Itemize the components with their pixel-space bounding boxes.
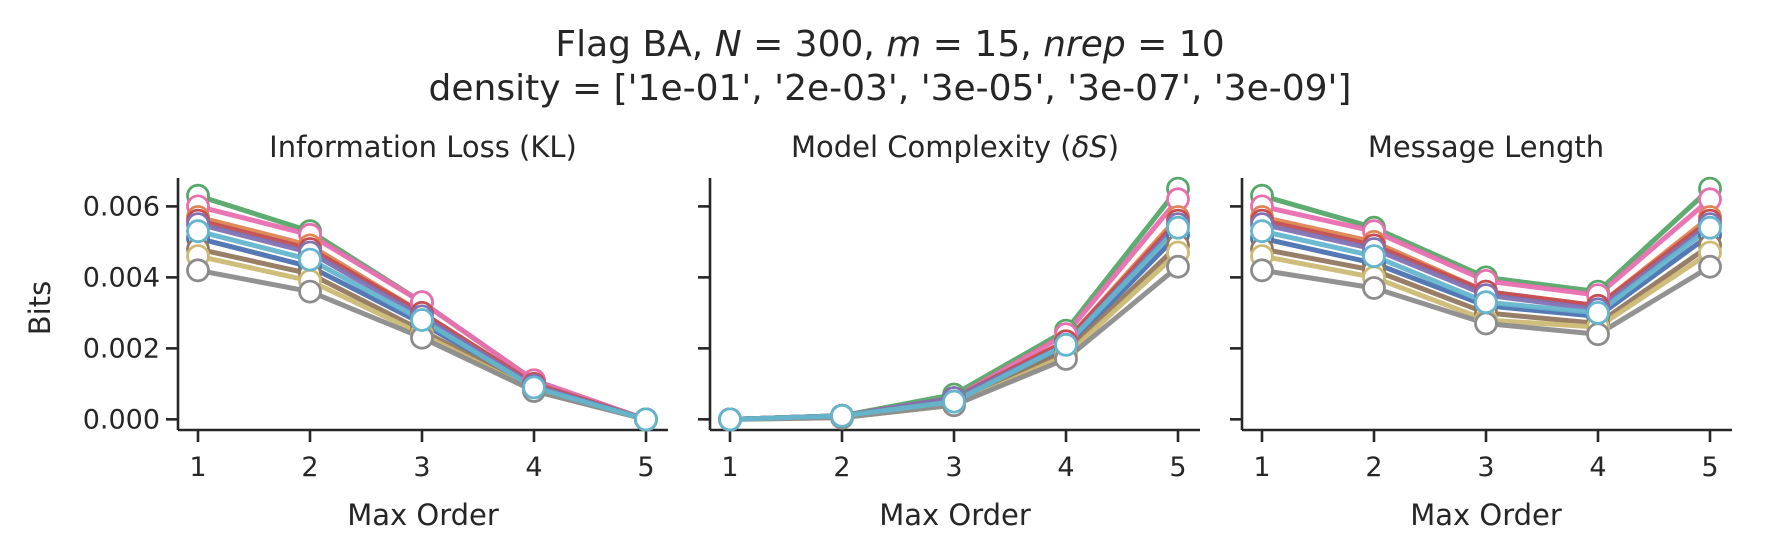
title-m-value: = 15, — [921, 24, 1043, 65]
figure-subtitle: density = ['1e-01', '2e-03', '3e-05', '3… — [429, 68, 1352, 109]
y-axis-label: Bits — [23, 281, 57, 335]
series-10-point — [830, 403, 854, 428]
panel-3-title: Message Length — [1368, 130, 1604, 164]
panel-2-title: Model Complexity (δS) — [791, 130, 1119, 164]
series-9-point — [1250, 258, 1274, 283]
series-9-point — [186, 258, 210, 283]
series-10-point — [1586, 300, 1610, 325]
series-9-point — [1474, 311, 1498, 336]
title-n-symbol: N — [715, 24, 742, 65]
title-prefix: Flag BA, — [555, 24, 714, 65]
x-tick-label: 2 — [1365, 452, 1382, 483]
x-tick-label: 2 — [833, 452, 850, 483]
series-10-point — [1698, 215, 1722, 240]
panel-1-x-axis-label: Max Order — [347, 498, 499, 532]
title-m-symbol: m — [886, 24, 921, 65]
title-n-value: = 300, — [742, 24, 887, 65]
panel-1: 0.000 0.002 0.004 0.006 1 2 3 4 5 — [83, 178, 668, 483]
series-9-point — [1166, 254, 1190, 279]
series-10-point — [942, 389, 966, 414]
series-9-point — [1586, 322, 1610, 347]
series-10-point — [1474, 290, 1498, 315]
series-10-point — [1250, 219, 1274, 244]
series-9-point — [298, 279, 322, 304]
x-tick-label: 4 — [525, 452, 542, 483]
x-tick-label: 1 — [721, 452, 738, 483]
plot-panels: 0.000 0.002 0.004 0.006 1 2 3 4 5 1 2 3 4 5 1 2 3 4 5 — [83, 176, 1732, 483]
panel-2-x-axis-label: Max Order — [879, 498, 1031, 532]
panel-1-title: Information Loss (KL) — [269, 130, 577, 164]
series-10-point — [1166, 215, 1190, 240]
title-nrep-symbol: nrep — [1043, 24, 1126, 65]
y-tick-label: 0.002 — [83, 333, 160, 364]
series-10-point — [634, 407, 658, 432]
x-tick-label: 3 — [1477, 452, 1494, 483]
y-tick-label: 0.006 — [83, 191, 160, 222]
x-tick-label: 4 — [1589, 452, 1606, 483]
figure-title: Flag BA, N = 300, m = 15, nrep = 10 — [555, 24, 1224, 65]
panel-3: 1 2 3 4 5 — [1230, 176, 1732, 483]
x-tick-label: 5 — [1701, 452, 1718, 483]
y-tick-label: 0.000 — [83, 404, 160, 435]
series-10-point — [1362, 244, 1386, 269]
x-tick-label: 1 — [1253, 452, 1270, 483]
panel-2-title-suffix: ) — [1108, 130, 1119, 164]
x-tick-label: 3 — [413, 452, 430, 483]
y-tick-label: 0.004 — [83, 262, 160, 293]
series-10-point — [298, 247, 322, 272]
title-nrep-value: = 10 — [1126, 24, 1225, 65]
x-tick-label: 3 — [945, 452, 962, 483]
series-9-point — [1362, 276, 1386, 300]
series-9-point — [1698, 254, 1722, 279]
x-tick-label: 4 — [1057, 452, 1074, 483]
panel-2: 1 2 3 4 5 — [698, 176, 1200, 483]
x-tick-label: 5 — [1169, 452, 1186, 483]
panel-3-x-axis-label: Max Order — [1410, 498, 1562, 532]
panel-2-title-text: Model Complexity ( — [791, 130, 1072, 164]
series-10-point — [410, 308, 434, 332]
x-tick-label: 1 — [189, 452, 206, 483]
series-10-point — [1054, 332, 1078, 357]
x-tick-label: 2 — [301, 452, 318, 483]
series-10-point — [522, 375, 546, 400]
panel-2-title-symbol: δS — [1072, 130, 1108, 164]
series-10-point — [718, 407, 742, 432]
series-10-point — [186, 219, 210, 244]
x-tick-label: 5 — [637, 452, 654, 483]
